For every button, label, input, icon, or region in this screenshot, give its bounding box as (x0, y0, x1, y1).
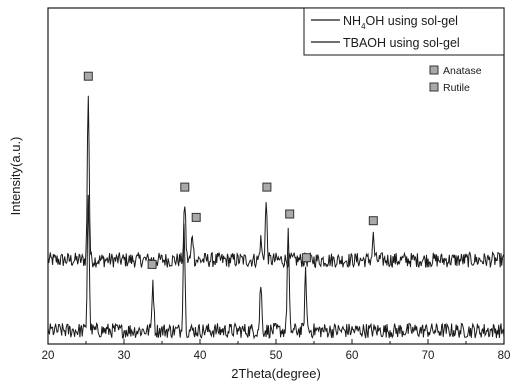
peak-marker (262, 182, 272, 192)
peak-marker (180, 182, 190, 192)
peak-marker (301, 253, 311, 263)
legend-box (303, 7, 505, 56)
marker-layer (83, 71, 378, 269)
series-layer (47, 95, 505, 340)
series-line-1 (47, 95, 505, 270)
x-axis-label: 2Theta(degree) (231, 366, 321, 381)
peak-marker (83, 71, 93, 81)
series-line-2 (47, 194, 505, 340)
x-tick-label: 30 (118, 350, 131, 362)
legend-label-2: TBAOH using sol-gel (343, 36, 460, 50)
x-tick-label: 20 (42, 350, 55, 362)
x-axis-ticks: 20 30 40 50 60 70 80 (42, 339, 511, 362)
rutile-legend-label: Rutile (443, 82, 470, 94)
x-tick-label: 80 (498, 350, 511, 362)
legend-label-1: NH4OH using sol-gel (343, 14, 458, 31)
y-axis-label: Intensity(a.u.) (8, 137, 23, 216)
peak-marker (368, 216, 378, 226)
rutile-legend-square (429, 82, 439, 92)
anatase-legend-square (429, 65, 439, 75)
x-tick-label: 50 (270, 350, 283, 362)
peak-marker (191, 212, 201, 222)
peak-marker (285, 209, 295, 219)
x-tick-label: 70 (422, 350, 435, 362)
legend: NH4OH using sol-gel TBAOH using sol-gel (303, 7, 505, 56)
marker-legend: Anatase Rutile (429, 65, 482, 94)
x-tick-label: 40 (194, 350, 207, 362)
anatase-legend-label: Anatase (443, 65, 482, 77)
x-tick-label: 60 (346, 350, 359, 362)
peak-marker (147, 259, 157, 269)
plot-frame (47, 7, 505, 345)
